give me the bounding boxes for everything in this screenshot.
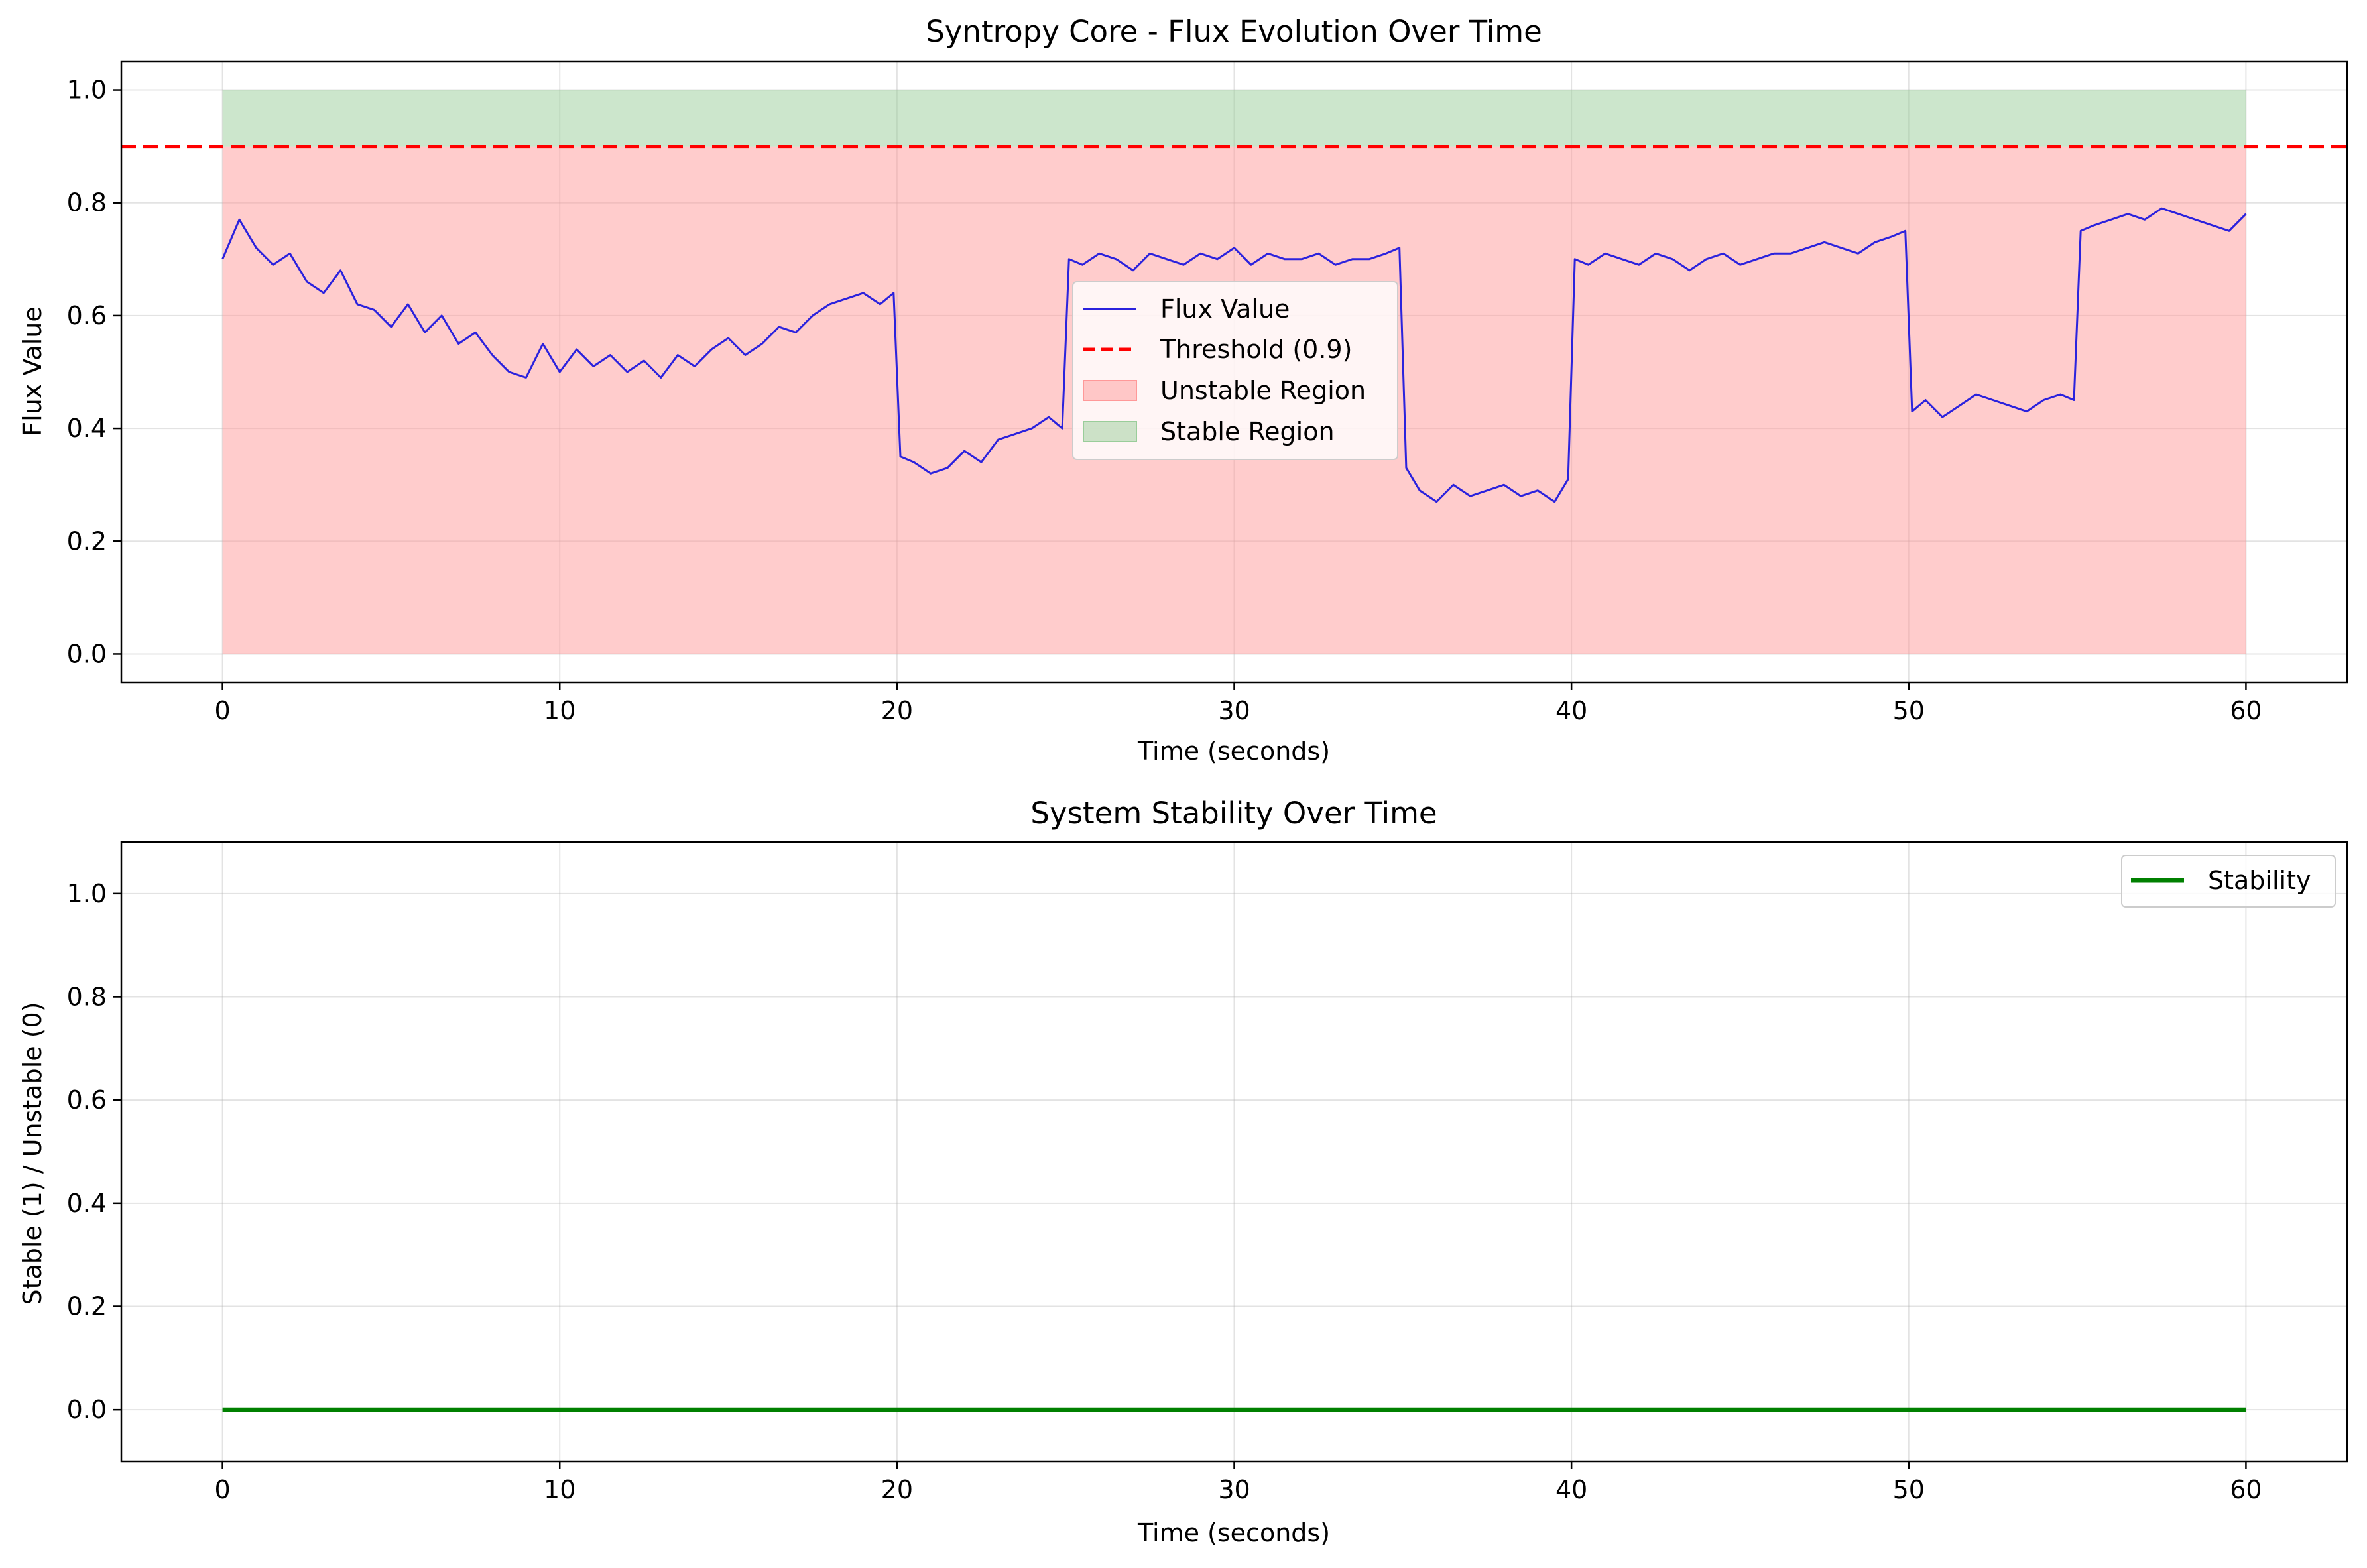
- y-tick-label: 0.2: [67, 1292, 107, 1321]
- flux-legend-box: [1072, 281, 1398, 460]
- x-tick-label: 60: [2230, 696, 2262, 725]
- stability-legend-box: [2121, 855, 2336, 908]
- y-tick-label: 0.4: [67, 414, 107, 443]
- stability-x-axis-label: Time (seconds): [1137, 1518, 1330, 1547]
- stability-chart-title: System Stability Over Time: [1030, 796, 1437, 831]
- flux-y-axis-label: Flux Value: [18, 306, 47, 436]
- y-tick-label: 1.0: [67, 879, 107, 908]
- flux-value-line: [221, 207, 2247, 503]
- y-tick-label: 0.8: [67, 983, 107, 1012]
- y-tick-label: 0.0: [67, 1395, 107, 1424]
- x-tick-label: 50: [1893, 696, 1925, 725]
- x-tick-label: 10: [544, 696, 576, 725]
- legend-threshold-label: Threshold (0.9): [1160, 335, 1352, 364]
- stable-region: [222, 90, 2246, 147]
- flux-y-ticks: 0.0 0.2 0.4 0.6 0.8 1.0: [67, 76, 121, 668]
- x-tick-label: 20: [881, 696, 913, 725]
- x-tick-label: 40: [1555, 1475, 1587, 1504]
- stability-x-ticks: 0 10 20 30 40 50 60: [214, 1461, 2262, 1504]
- stability-chart-grid: [121, 842, 2347, 1461]
- y-tick-label: 0.0: [67, 639, 107, 668]
- legend-stability-label: Stability: [2208, 866, 2311, 895]
- flux-x-axis-label: Time (seconds): [1137, 737, 1330, 766]
- x-tick-label: 10: [544, 1475, 576, 1504]
- flux-chart-title: Syntropy Core - Flux Evolution Over Time: [926, 14, 1542, 49]
- y-tick-label: 0.8: [67, 188, 107, 217]
- x-tick-label: 20: [881, 1475, 913, 1504]
- stability-y-ticks: 0.0 0.2 0.4 0.6 0.8 1.0: [67, 879, 121, 1424]
- x-tick-label: 60: [2230, 1475, 2262, 1504]
- y-tick-label: 1.0: [67, 76, 107, 105]
- flux-chart-panel: 0 10 20 30 40 50 60 0.0 0.2 0.4 0.6 0.8 1.0 Syntrop…: [18, 14, 2348, 766]
- stability-legend: Stability: [2121, 855, 2336, 908]
- flux-legend: Flux Value Threshold (0.9) Unstable Regi…: [1072, 281, 1398, 460]
- x-tick-label: 0: [214, 1475, 230, 1504]
- legend-unstable-swatch: [1083, 380, 1137, 401]
- x-tick-label: 30: [1218, 696, 1250, 725]
- x-tick-label: 0: [214, 696, 230, 725]
- legend-flux-label: Flux Value: [1160, 294, 1290, 324]
- y-tick-label: 0.4: [67, 1189, 107, 1218]
- x-tick-label: 30: [1218, 1475, 1250, 1504]
- x-tick-label: 40: [1555, 696, 1587, 725]
- stability-y-axis-label: Stable (1) / Unstable (0): [18, 1002, 47, 1305]
- y-tick-label: 0.6: [67, 301, 107, 330]
- legend-unstable-label: Unstable Region: [1160, 376, 1366, 405]
- stability-chart-panel: 0 10 20 30 40 50 60 0.0 0.2 0.4 0.6 0.8 1.0 System …: [18, 796, 2348, 1547]
- legend-stable-swatch: [1083, 421, 1137, 442]
- flux-x-ticks: 0 10 20 30 40 50 60: [214, 682, 2262, 725]
- x-tick-label: 50: [1893, 1475, 1925, 1504]
- y-tick-label: 0.6: [67, 1085, 107, 1115]
- y-tick-label: 0.2: [67, 526, 107, 556]
- legend-stable-label: Stable Region: [1160, 417, 1335, 446]
